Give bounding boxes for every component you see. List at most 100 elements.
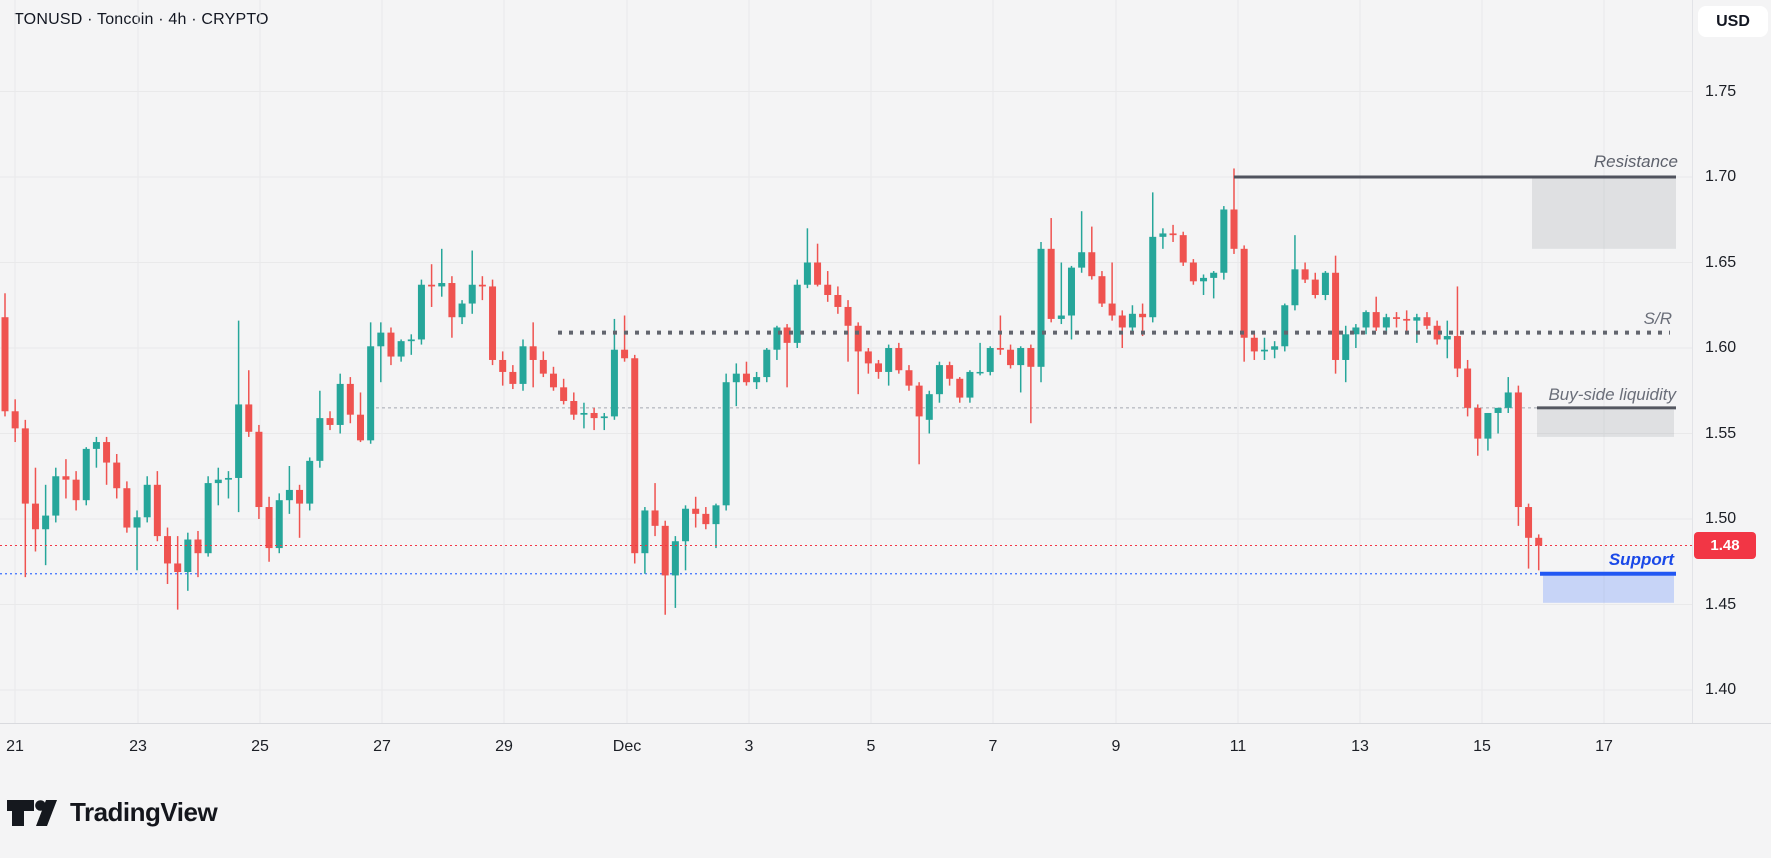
- candle: [1149, 236, 1157, 318]
- time-axis-label: 17: [1595, 738, 1613, 755]
- price-axis-label: 1.45: [1705, 595, 1737, 613]
- candle: [458, 303, 466, 318]
- candle: [235, 404, 243, 478]
- candle: [275, 500, 283, 549]
- candle: [1078, 252, 1086, 268]
- resistance-label[interactable]: Resistance: [1593, 152, 1678, 171]
- candle: [438, 283, 446, 287]
- candle: [1220, 209, 1228, 273]
- tradingview-logo-text: TradingView: [70, 797, 218, 827]
- candle: [885, 348, 893, 372]
- candle: [1047, 248, 1055, 319]
- candle: [52, 476, 60, 516]
- support-zone[interactable]: [1543, 575, 1674, 603]
- candle: [1118, 315, 1126, 328]
- candles: [1, 168, 1543, 615]
- candle: [1443, 336, 1451, 340]
- candle: [1139, 313, 1147, 318]
- candle: [224, 477, 232, 480]
- candle: [397, 341, 405, 357]
- currency-toggle-button[interactable]: USD: [1698, 6, 1768, 37]
- candle: [1169, 233, 1177, 236]
- price-axis-label: 1.75: [1705, 82, 1737, 100]
- candle: [1271, 346, 1279, 350]
- candle: [834, 294, 842, 307]
- candle: [580, 412, 588, 415]
- candle: [661, 525, 669, 576]
- candle: [956, 378, 964, 398]
- candle: [306, 460, 314, 504]
- candle: [1525, 507, 1533, 538]
- chart-canvas[interactable]: [0, 0, 1692, 723]
- candle: [570, 401, 578, 415]
- price-axis-label: 1.60: [1705, 339, 1737, 356]
- candle: [529, 346, 537, 360]
- candle: [265, 507, 273, 549]
- candle: [478, 284, 486, 287]
- time-axis-label: Dec: [612, 738, 642, 755]
- candle: [31, 503, 39, 530]
- candle: [1179, 235, 1187, 263]
- candle: [1260, 349, 1268, 352]
- support-label[interactable]: Support: [1608, 550, 1674, 569]
- candle: [92, 442, 100, 449]
- candle: [742, 373, 750, 383]
- candle: [214, 479, 222, 484]
- tradingview-watermark[interactable]: TradingView: [6, 797, 218, 828]
- candle: [448, 283, 456, 318]
- candle: [174, 563, 182, 573]
- candle: [692, 508, 700, 514]
- time-axis-label: 29: [495, 738, 513, 755]
- time-axis-label: 25: [251, 738, 269, 755]
- candle: [1433, 325, 1441, 340]
- candle: [296, 489, 304, 504]
- sr-label[interactable]: S/R: [1643, 309, 1672, 328]
- candle: [946, 365, 954, 379]
- candle: [499, 359, 507, 372]
- candle: [600, 416, 608, 419]
- candle: [610, 349, 618, 417]
- candle: [631, 358, 639, 554]
- candle: [844, 306, 852, 326]
- candle: [1362, 312, 1370, 328]
- candle: [905, 370, 913, 386]
- candle: [417, 284, 425, 340]
- candle: [803, 262, 811, 285]
- candle: [1535, 537, 1543, 546]
- candle: [255, 431, 263, 508]
- candle: [82, 448, 90, 501]
- buy-side-liquidity-zone[interactable]: [1537, 409, 1674, 437]
- candle: [72, 479, 80, 501]
- candle: [113, 462, 121, 489]
- candle: [509, 371, 517, 384]
- candle: [377, 332, 385, 347]
- resistance-zone[interactable]: [1532, 178, 1676, 249]
- candle: [1342, 334, 1350, 360]
- time-axis-label: 7: [988, 738, 998, 755]
- candle: [925, 394, 933, 420]
- time-axis-label: 5: [866, 738, 876, 755]
- candle: [245, 404, 253, 432]
- candle: [763, 349, 771, 378]
- candle: [1382, 317, 1390, 328]
- buy-side-liquidity-label[interactable]: Buy-side liquidity: [1548, 385, 1676, 404]
- candle: [1484, 412, 1492, 439]
- candle: [316, 418, 324, 461]
- candle: [103, 442, 111, 463]
- candle: [1007, 349, 1015, 366]
- candle: [1393, 317, 1401, 319]
- candle: [1098, 276, 1106, 304]
- candle: [712, 505, 720, 525]
- candle: [42, 515, 50, 530]
- candle: [1291, 269, 1299, 306]
- candle: [986, 348, 994, 372]
- candle: [194, 539, 202, 554]
- candle: [1027, 348, 1035, 367]
- candle: [824, 284, 832, 295]
- time-axis-label: 11: [1229, 738, 1247, 755]
- candle: [732, 373, 740, 383]
- price-axis-separator: [1692, 0, 1693, 723]
- candle: [814, 262, 822, 285]
- candle: [671, 541, 679, 576]
